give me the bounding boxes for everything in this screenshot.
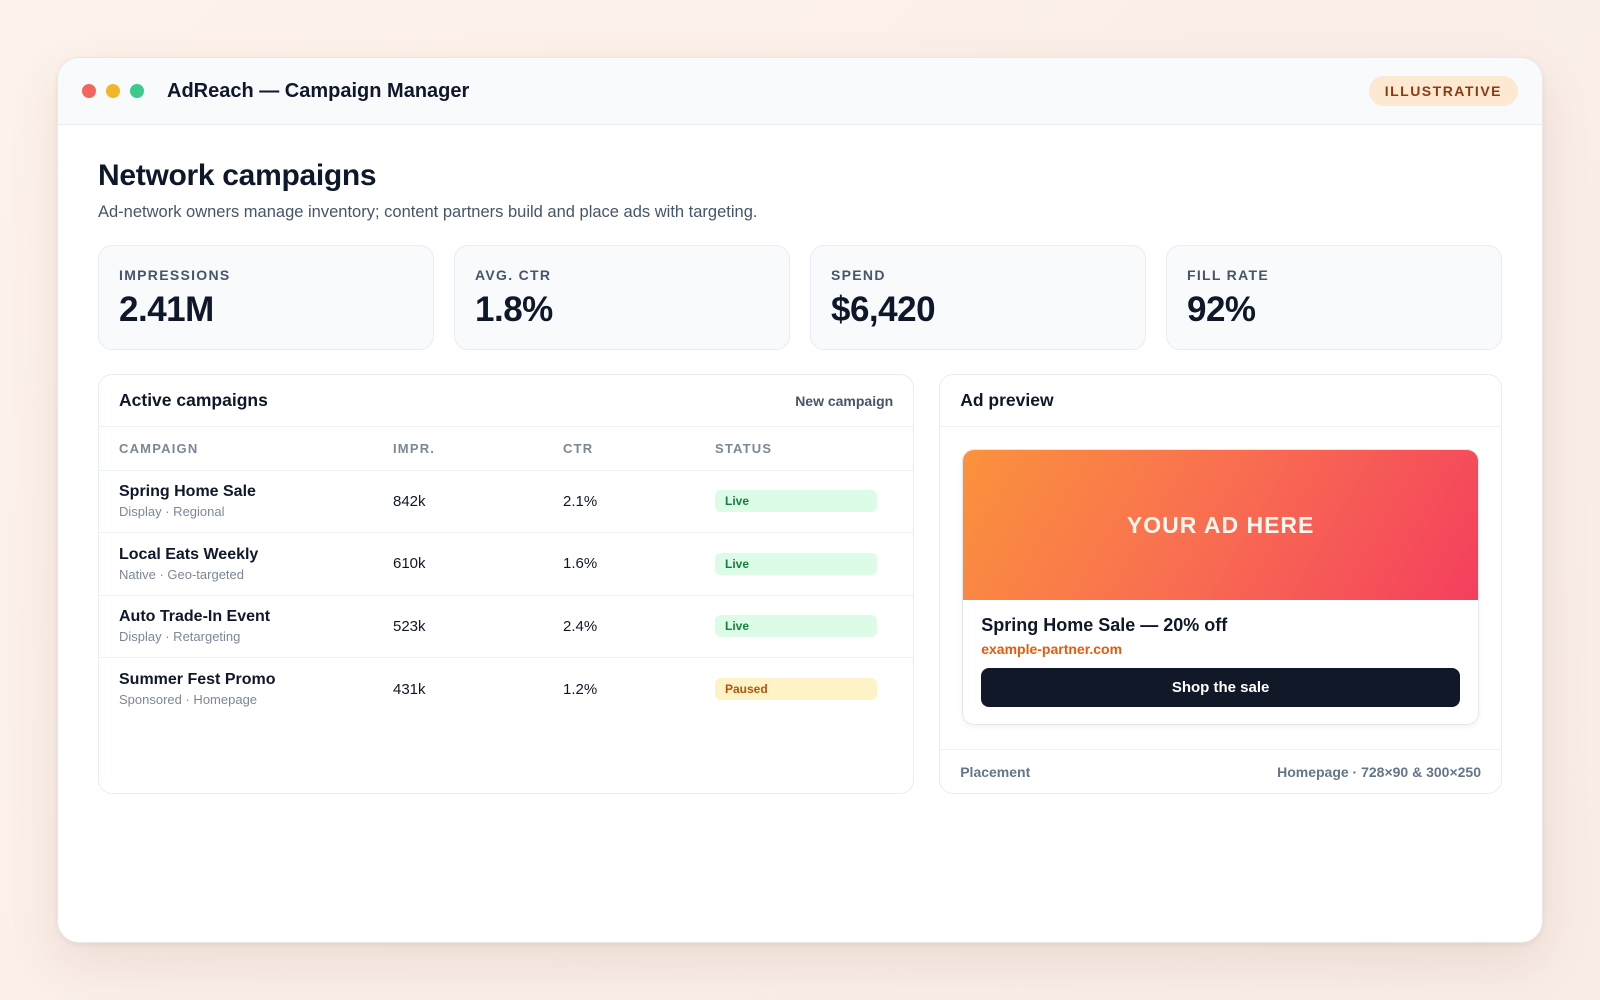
campaign-meta: Display · Retargeting bbox=[119, 629, 241, 645]
panels-row: Active campaigns New campaign CAMPAIGN I… bbox=[98, 374, 1502, 794]
column-header-impressions[interactable]: IMPR. bbox=[393, 427, 563, 471]
stat-value: 1.8% bbox=[475, 290, 553, 329]
panel-title: Active campaigns bbox=[119, 390, 268, 410]
title-bar: AdReach — Campaign Manager ILLUSTRATIVE bbox=[58, 58, 1542, 125]
app-title: AdReach — Campaign Manager bbox=[167, 79, 470, 102]
stat-value: 92% bbox=[1187, 290, 1256, 329]
ad-body: Spring Home Sale — 20% off example-partn… bbox=[963, 600, 1478, 707]
status-badge: Paused bbox=[715, 678, 877, 700]
ctr-cell: 1.6% bbox=[563, 532, 715, 596]
placement-value: Homepage · 728×90 & 300×250 bbox=[1277, 763, 1481, 780]
table-row[interactable]: Summer Fest Promo Sponsored · Homepage 4… bbox=[99, 658, 913, 721]
campaign-meta: Display · Regional bbox=[119, 504, 225, 520]
campaign-name: Auto Trade-In Event bbox=[119, 608, 271, 626]
campaign-name: Spring Home Sale bbox=[119, 483, 256, 501]
panel-title: Ad preview bbox=[960, 390, 1054, 410]
page-title: Network campaigns bbox=[98, 159, 377, 192]
status-cell: Live bbox=[715, 595, 914, 658]
placement-label: Placement bbox=[960, 763, 1031, 780]
stat-label: AVG. CTR bbox=[475, 267, 552, 283]
ad-card[interactable]: YOUR AD HERE Spring Home Sale — 20% off … bbox=[962, 449, 1479, 725]
stat-label: IMPRESSIONS bbox=[119, 267, 231, 283]
page-subtitle: Ad-network owners manage inventory; cont… bbox=[98, 203, 758, 221]
ad-domain-link[interactable]: example-partner.com bbox=[981, 641, 1123, 657]
table-row[interactable]: Auto Trade-In Event Display · Retargetin… bbox=[99, 595, 914, 658]
status-cell: Live bbox=[715, 532, 914, 596]
new-campaign-button[interactable]: New campaign bbox=[795, 392, 894, 409]
ctr-cell: 1.2% bbox=[563, 680, 598, 698]
status-cell: Live bbox=[715, 470, 914, 533]
ad-banner: YOUR AD HERE bbox=[963, 450, 1478, 600]
stat-card-spend: SPEND $6,420 bbox=[810, 245, 1146, 350]
window-controls bbox=[82, 84, 144, 98]
stat-card-avg-ctr: AVG. CTR 1.8% bbox=[454, 245, 790, 350]
stat-card-impressions: IMPRESSIONS 2.41M bbox=[98, 245, 434, 350]
campaigns-table: CAMPAIGN IMPR. CTR STATUS Spring Home Sa… bbox=[99, 427, 914, 721]
status-badge: Live bbox=[715, 490, 877, 513]
campaign-cell: Summer Fest Promo Sponsored · Homepage bbox=[99, 658, 393, 721]
status-badge: Live bbox=[715, 552, 877, 575]
stat-value: 2.41M bbox=[119, 290, 214, 329]
campaign-meta: Native · Geo-targeted bbox=[119, 566, 245, 582]
stat-value: $6,420 bbox=[831, 290, 936, 329]
app-window: AdReach — Campaign Manager ILLUSTRATIVE … bbox=[57, 57, 1543, 943]
panel-header: Ad preview bbox=[940, 375, 1501, 427]
ctr-cell: 2.4% bbox=[563, 595, 715, 658]
active-campaigns-panel: Active campaigns New campaign CAMPAIGN I… bbox=[98, 374, 915, 794]
impressions-cell: 523k bbox=[393, 595, 563, 658]
status-badge: Live bbox=[715, 615, 877, 638]
campaign-cell: Spring Home Sale Display · Regional bbox=[99, 470, 393, 533]
illustrative-badge: ILLUSTRATIVE bbox=[1368, 76, 1518, 106]
table-header-row: CAMPAIGN IMPR. CTR STATUS bbox=[99, 427, 914, 471]
impressions-cell: 842k bbox=[393, 470, 563, 533]
panel-header: Active campaigns New campaign bbox=[99, 375, 914, 427]
column-header-campaign[interactable]: CAMPAIGN bbox=[99, 427, 393, 471]
campaign-cell: Local Eats Weekly Native · Geo-targeted bbox=[99, 532, 393, 596]
campaign-cell: Auto Trade-In Event Display · Retargetin… bbox=[99, 595, 393, 658]
close-window-button[interactable] bbox=[82, 84, 96, 98]
campaign-name: Local Eats Weekly bbox=[119, 545, 259, 563]
placement-row: Placement Homepage · 728×90 & 300×250 bbox=[940, 749, 1501, 793]
shop-the-sale-button[interactable]: Shop the sale bbox=[981, 668, 1460, 707]
maximize-window-button[interactable] bbox=[130, 84, 144, 98]
minimize-window-button[interactable] bbox=[106, 84, 120, 98]
ctr-cell: 2.1% bbox=[563, 470, 715, 533]
campaign-name: Summer Fest Promo bbox=[119, 671, 276, 688]
status-cell: Paused bbox=[715, 658, 913, 721]
campaign-meta: Sponsored · Homepage bbox=[119, 692, 258, 707]
impressions-cell: 431k bbox=[393, 680, 426, 698]
main-content: Network campaigns Ad-network owners mana… bbox=[58, 125, 1542, 794]
ad-preview-area: YOUR AD HERE Spring Home Sale — 20% off … bbox=[940, 427, 1501, 725]
stat-card-fill-rate: FILL RATE 92% bbox=[1166, 245, 1502, 350]
table-row[interactable]: Spring Home Sale Display · Regional 842k… bbox=[99, 470, 914, 533]
stat-label: FILL RATE bbox=[1187, 267, 1269, 283]
ad-headline: Spring Home Sale — 20% off bbox=[981, 615, 1228, 635]
impressions-cell: 610k bbox=[393, 532, 563, 596]
ad-preview-panel: Ad preview YOUR AD HERE Spring Home Sale… bbox=[939, 374, 1502, 794]
column-header-status[interactable]: STATUS bbox=[715, 427, 914, 471]
stat-label: SPEND bbox=[831, 267, 886, 283]
column-header-ctr[interactable]: CTR bbox=[563, 427, 715, 471]
table-row[interactable]: Local Eats Weekly Native · Geo-targeted … bbox=[99, 532, 914, 596]
stats-row: IMPRESSIONS 2.41M AVG. CTR 1.8% SPEND $6… bbox=[98, 245, 1502, 350]
